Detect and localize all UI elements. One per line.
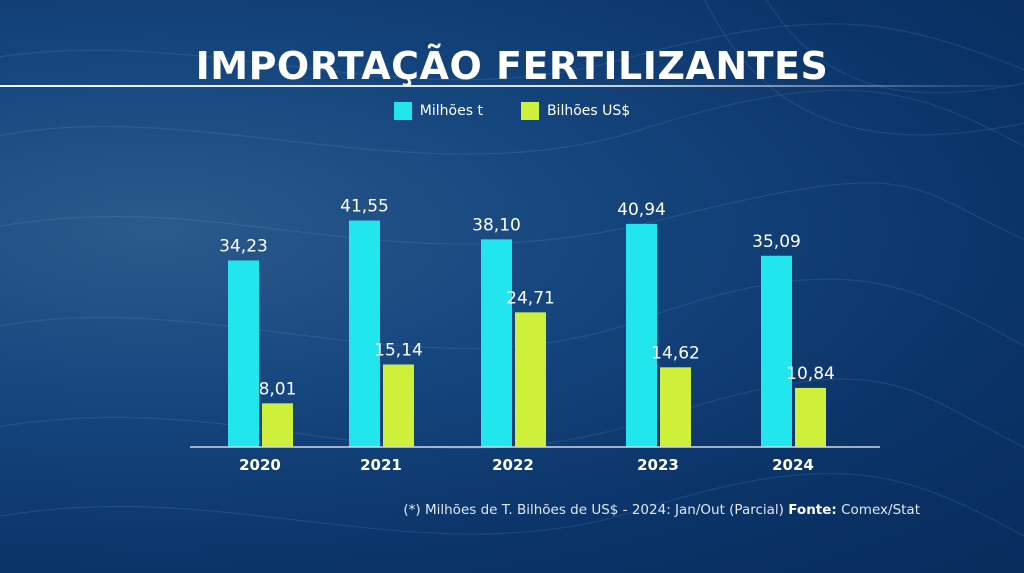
data-label-tonnes-2023: 40,94 (617, 200, 666, 220)
bar-dollars-2023 (660, 367, 691, 447)
bar-tonnes-2020 (228, 260, 259, 447)
data-label-tonnes-2020: 34,23 (219, 236, 268, 256)
x-tick-label-2023: 2023 (637, 456, 679, 474)
bar-dollars-2024 (795, 387, 826, 447)
data-label-dollars-2022: 24,71 (506, 288, 555, 308)
legend-label-tonnes: Milhões t (419, 103, 483, 119)
data-label-dollars-2021: 15,14 (374, 340, 423, 360)
data-label-dollars-2020: 8,01 (259, 379, 297, 399)
bar-dollars-2022 (515, 312, 546, 447)
footnote-source: Comex/Stat (841, 502, 920, 518)
chart-title: IMPORTAÇÃO FERTILIZANTES (195, 44, 829, 88)
footnote-source-label: Fonte: (788, 502, 837, 518)
data-label-tonnes-2024: 35,09 (752, 232, 801, 252)
bar-tonnes-2024 (761, 255, 792, 447)
x-tick-label-2020: 2020 (239, 456, 281, 474)
legend-item-tonnes: Milhões t (393, 102, 483, 120)
bar-dollars-2020 (262, 403, 293, 447)
bar-tonnes-2023 (626, 223, 657, 447)
data-label-dollars-2024: 10,84 (786, 364, 835, 384)
data-label-dollars-2023: 14,62 (651, 343, 700, 363)
legend-label-dollars: Bilhões US$ (546, 103, 631, 119)
bar-tonnes-2021 (349, 220, 380, 447)
x-tick-label-2024: 2024 (772, 456, 814, 474)
footnote-text: (*) Milhões de T. Bilhões de US$ - 2024:… (403, 502, 784, 518)
x-tick-label-2022: 2022 (492, 456, 534, 474)
title-underline (0, 85, 1024, 87)
data-label-tonnes-2022: 38,10 (472, 215, 521, 235)
chart-footnote: (*) Milhões de T. Bilhões de US$ - 2024:… (403, 502, 920, 518)
legend-item-dollars: Bilhões US$ (520, 102, 631, 120)
bar-tonnes-2022 (481, 239, 512, 447)
legend-swatch-tonnes (393, 102, 412, 120)
chart-legend: Milhões t Bilhões US$ (0, 102, 1024, 120)
legend-swatch-dollars (520, 102, 539, 120)
data-label-tonnes-2021: 41,55 (340, 197, 389, 217)
x-tick-label-2021: 2021 (360, 456, 402, 474)
bar-dollars-2021 (383, 364, 414, 447)
